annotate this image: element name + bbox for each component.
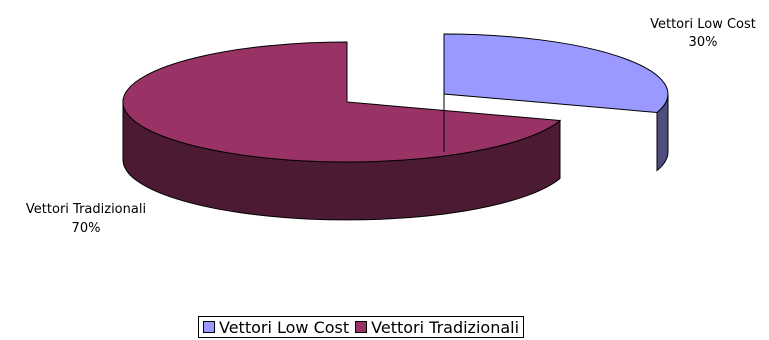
slice-label-low-cost-name: Vettori Low Cost <box>650 17 756 32</box>
legend-label-traditional: Vettori Tradizionali <box>371 317 520 337</box>
legend-label-low-cost: Vettori Low Cost <box>219 317 350 337</box>
pie-slice-top-vettori-tradizionali <box>122 41 562 163</box>
pie-slice-vettori-tradizionali <box>122 41 562 221</box>
legend-item-low-cost: Vettori Low Cost <box>203 318 349 337</box>
slice-label-traditional-value: 70% <box>72 221 101 236</box>
slice-label-traditional-name: Vettori Tradizionali <box>26 202 146 217</box>
pie-slices <box>122 33 669 221</box>
slice-label-low-cost-value: 30% <box>689 35 718 50</box>
pie-slice-top-vettori-low-cost <box>443 33 669 114</box>
pie-slice-vettori-low-cost <box>443 33 669 172</box>
chart-legend: Vettori Low Cost Vettori Tradizionali <box>198 316 525 338</box>
legend-swatch-low-cost <box>203 321 215 333</box>
legend-swatch-traditional <box>355 321 368 333</box>
legend-item-traditional: Vettori Tradizionali <box>355 318 519 337</box>
